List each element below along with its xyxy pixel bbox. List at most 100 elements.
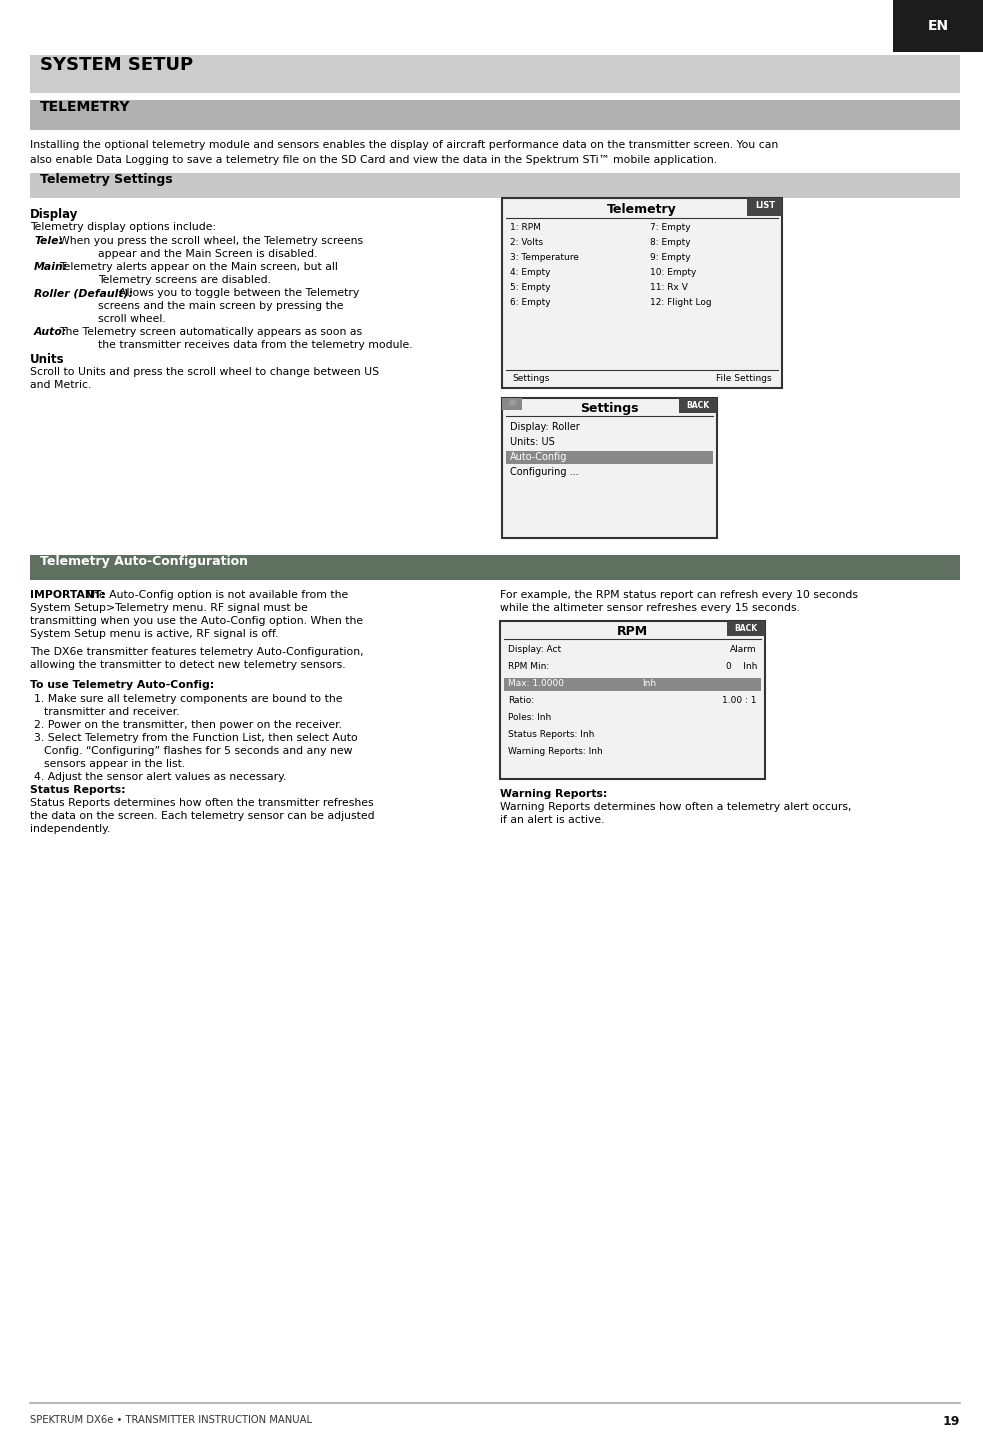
- Text: Units: Units: [30, 353, 65, 366]
- Bar: [30, 555, 960, 579]
- Text: Main:: Main:: [34, 262, 68, 272]
- Text: 1.00 : 1: 1.00 : 1: [723, 696, 757, 705]
- Text: Display: Roller: Display: Roller: [510, 422, 580, 432]
- Text: 3. Select Telemetry from the Function List, then select Auto: 3. Select Telemetry from the Function Li…: [34, 733, 358, 743]
- Text: SYSTEM SETUP: SYSTEM SETUP: [40, 56, 193, 74]
- Bar: [502, 397, 522, 410]
- Text: Max: 1.0000: Max: 1.0000: [508, 679, 564, 688]
- Bar: [893, 0, 983, 52]
- Text: To use Telemetry Auto-Config:: To use Telemetry Auto-Config:: [30, 681, 214, 691]
- Text: Auto:: Auto:: [34, 327, 67, 337]
- Text: TELEMETRY: TELEMETRY: [40, 100, 131, 114]
- Text: 11: Rx V: 11: Rx V: [650, 283, 688, 292]
- Text: while the altimeter sensor refreshes every 15 seconds.: while the altimeter sensor refreshes eve…: [500, 603, 800, 613]
- Bar: [30, 55, 960, 92]
- Text: 5: Empty: 5: Empty: [510, 283, 550, 292]
- Text: BACK: BACK: [734, 624, 758, 633]
- Text: RPM: RPM: [616, 626, 648, 639]
- Bar: [506, 451, 713, 464]
- Text: Settings: Settings: [580, 402, 638, 415]
- Text: Telemetry: Telemetry: [607, 202, 677, 215]
- Bar: [504, 678, 761, 691]
- Text: EN: EN: [927, 19, 949, 33]
- Text: 19: 19: [943, 1415, 960, 1428]
- Text: SPEKTRUM DX6e • TRANSMITTER INSTRUCTION MANUAL: SPEKTRUM DX6e • TRANSMITTER INSTRUCTION …: [30, 1415, 312, 1425]
- Text: 1: RPM: 1: RPM: [510, 223, 541, 233]
- Text: 12: Flight Log: 12: Flight Log: [650, 298, 712, 306]
- Text: and Metric.: and Metric.: [30, 380, 91, 390]
- Text: Poles: Inh: Poles: Inh: [508, 712, 551, 722]
- Text: Telemetry display options include:: Telemetry display options include:: [30, 223, 216, 233]
- Text: Warning Reports: Inh: Warning Reports: Inh: [508, 747, 603, 756]
- Text: appear and the Main Screen is disabled.: appear and the Main Screen is disabled.: [98, 249, 318, 259]
- Text: System Setup menu is active, RF signal is off.: System Setup menu is active, RF signal i…: [30, 629, 278, 639]
- Text: The DX6e transmitter features telemetry Auto-Configuration,: The DX6e transmitter features telemetry …: [30, 647, 364, 657]
- Text: Settings: Settings: [512, 374, 549, 383]
- Text: Alarm: Alarm: [730, 644, 757, 655]
- Text: sensors appear in the list.: sensors appear in the list.: [44, 759, 185, 769]
- Text: The Telemetry screen automatically appears as soon as: The Telemetry screen automatically appea…: [59, 327, 362, 337]
- Text: Status Reports determines how often the transmitter refreshes: Status Reports determines how often the …: [30, 798, 374, 808]
- Text: Units: US: Units: US: [510, 436, 554, 447]
- Text: For example, the RPM status report can refresh every 10 seconds: For example, the RPM status report can r…: [500, 590, 858, 600]
- Text: 8: Empty: 8: Empty: [650, 238, 691, 247]
- Text: ▒▒: ▒▒: [508, 400, 516, 406]
- Text: Warning Reports:: Warning Reports:: [500, 789, 607, 799]
- Bar: [502, 198, 782, 389]
- Text: Configuring ...: Configuring ...: [510, 467, 579, 477]
- Text: The Auto-Config option is not available from the: The Auto-Config option is not available …: [82, 590, 348, 600]
- Text: 3: Temperature: 3: Temperature: [510, 253, 579, 262]
- Bar: [727, 621, 765, 636]
- Bar: [502, 397, 717, 538]
- Text: Scroll to Units and press the scroll wheel to change between US: Scroll to Units and press the scroll whe…: [30, 367, 379, 377]
- Text: 2: Volts: 2: Volts: [510, 238, 544, 247]
- Text: transmitter and receiver.: transmitter and receiver.: [44, 707, 180, 717]
- Text: independently.: independently.: [30, 824, 110, 834]
- Text: Roller (Default):: Roller (Default):: [34, 288, 133, 298]
- Text: Telemetry Settings: Telemetry Settings: [40, 172, 173, 185]
- Text: Allows you to toggle between the Telemetry: Allows you to toggle between the Telemet…: [119, 288, 359, 298]
- Text: Installing the optional telemetry module and sensors enables the display of airc: Installing the optional telemetry module…: [30, 140, 779, 150]
- Text: 0    Inh: 0 Inh: [725, 662, 757, 670]
- Text: 4. Adjust the sensor alert values as necessary.: 4. Adjust the sensor alert values as nec…: [34, 772, 286, 782]
- Text: transmitting when you use the Auto-Config option. When the: transmitting when you use the Auto-Confi…: [30, 616, 363, 626]
- Text: allowing the transmitter to detect new telemetry sensors.: allowing the transmitter to detect new t…: [30, 660, 346, 670]
- Text: LIST: LIST: [755, 201, 775, 210]
- Text: Status Reports: Inh: Status Reports: Inh: [508, 730, 595, 738]
- Text: 1. Make sure all telemetry components are bound to the: 1. Make sure all telemetry components ar…: [34, 694, 342, 704]
- Text: Ratio:: Ratio:: [508, 696, 534, 705]
- Bar: [30, 173, 960, 198]
- Text: Display: Act: Display: Act: [508, 644, 561, 655]
- Bar: [679, 397, 717, 413]
- Text: scroll wheel.: scroll wheel.: [98, 314, 166, 324]
- Text: Config. “Configuring” flashes for 5 seconds and any new: Config. “Configuring” flashes for 5 seco…: [44, 746, 353, 756]
- Bar: [30, 100, 960, 130]
- Text: the data on the screen. Each telemetry sensor can be adjusted: the data on the screen. Each telemetry s…: [30, 811, 375, 821]
- Text: 7: Empty: 7: Empty: [650, 223, 691, 233]
- Text: Auto-Config: Auto-Config: [510, 452, 567, 462]
- Text: the transmitter receives data from the telemetry module.: the transmitter receives data from the t…: [98, 340, 413, 350]
- Text: Warning Reports determines how often a telemetry alert occurs,: Warning Reports determines how often a t…: [500, 802, 851, 812]
- Text: Inh: Inh: [642, 679, 656, 688]
- Text: When you press the scroll wheel, the Telemetry screens: When you press the scroll wheel, the Tel…: [59, 236, 363, 246]
- Bar: [500, 621, 765, 779]
- Text: 2. Power on the transmitter, then power on the receiver.: 2. Power on the transmitter, then power …: [34, 720, 342, 730]
- Text: System Setup>Telemetry menu. RF signal must be: System Setup>Telemetry menu. RF signal m…: [30, 603, 308, 613]
- Text: Telemetry screens are disabled.: Telemetry screens are disabled.: [98, 275, 271, 285]
- Text: 9: Empty: 9: Empty: [650, 253, 691, 262]
- Text: if an alert is active.: if an alert is active.: [500, 815, 605, 825]
- Text: also enable Data Logging to save a telemetry ﬁle on the SD Card and view the dat: also enable Data Logging to save a telem…: [30, 155, 718, 165]
- Text: IMPORTANT:: IMPORTANT:: [30, 590, 105, 600]
- Text: 10: Empty: 10: Empty: [650, 267, 696, 277]
- Text: BACK: BACK: [686, 402, 710, 410]
- Bar: [747, 198, 782, 215]
- Text: Telemetry Auto-Configuration: Telemetry Auto-Configuration: [40, 555, 248, 568]
- Text: 6: Empty: 6: Empty: [510, 298, 550, 306]
- Text: Display: Display: [30, 208, 79, 221]
- Text: Telemetry alerts appear on the Main screen, but all: Telemetry alerts appear on the Main scre…: [59, 262, 338, 272]
- Text: Status Reports:: Status Reports:: [30, 785, 126, 795]
- Text: RPM Min:: RPM Min:: [508, 662, 549, 670]
- Text: Tele:: Tele:: [34, 236, 63, 246]
- Text: 4: Empty: 4: Empty: [510, 267, 550, 277]
- Text: screens and the main screen by pressing the: screens and the main screen by pressing …: [98, 301, 343, 311]
